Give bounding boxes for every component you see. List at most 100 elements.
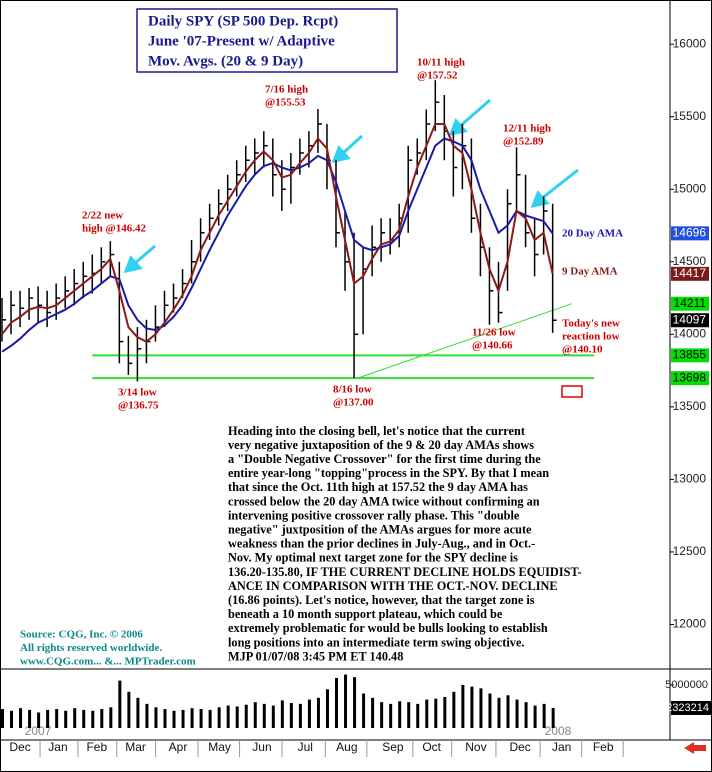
volume-bar — [136, 697, 140, 728]
annotation: @140.10 — [562, 344, 603, 356]
annotation: 8/16 low — [333, 384, 372, 396]
volume-bar — [91, 710, 95, 728]
commentary-line: weakness than the prior declines in July… — [228, 537, 535, 551]
year-label: 2007 — [25, 724, 52, 738]
x-tick-label: May — [208, 740, 231, 754]
commentary-line: 136.20-135.80, IF THE CURRENT DECLINE HO… — [228, 565, 582, 579]
volume-bar — [380, 702, 384, 728]
volume-bar — [190, 708, 194, 728]
price-marker-label: 14097 — [673, 312, 707, 326]
y-tick-label: 14000 — [673, 326, 707, 340]
trendline — [358, 303, 572, 379]
volume-bar — [37, 712, 41, 728]
annotation: 7/16 high — [265, 84, 308, 96]
x-tick-label: Dec — [9, 740, 30, 754]
annotation: reaction low — [562, 331, 620, 343]
volume-bar — [289, 703, 293, 728]
volume-bar — [55, 709, 59, 728]
volume-bar — [389, 703, 393, 728]
volume-marker-label: 2323214 — [666, 702, 709, 714]
volume-bar — [298, 703, 302, 728]
volume-bar — [262, 703, 266, 728]
annotation: @152.89 — [503, 136, 544, 148]
x-tick-label: Mar — [125, 740, 146, 754]
arrow-head — [331, 145, 351, 164]
volume-tick-label: 5000000 — [665, 679, 708, 691]
year-label: 2008 — [545, 724, 572, 738]
x-tick-label: Jan — [48, 740, 67, 754]
volume-bar — [253, 702, 257, 728]
volume-bar — [470, 686, 474, 728]
volume-bar — [154, 707, 158, 728]
commentary-line: beneath a 10 month support plateau, whic… — [228, 607, 503, 621]
y-tick-label: 12500 — [673, 544, 707, 558]
commentary-line: very negative juxtaposition of the 9 & 2… — [228, 438, 534, 452]
volume-bar — [181, 709, 185, 728]
volume-bar — [524, 702, 528, 728]
volume-bar — [398, 701, 402, 728]
price-marker — [671, 313, 709, 328]
volume-bar — [1, 709, 4, 728]
x-tick-label: Aug — [336, 740, 357, 754]
volume-bar — [145, 703, 149, 728]
chart-title: Daily SPY (SP 500 Dep. Rcpt) — [148, 13, 338, 29]
source-line: All rights reserved worldwide. — [20, 642, 162, 654]
x-tick-label: Apr — [169, 740, 188, 754]
arrow — [133, 244, 156, 266]
volume-bar — [551, 707, 555, 728]
arrow — [540, 168, 579, 201]
annotation: @157.52 — [417, 70, 458, 82]
volume-bar — [208, 709, 212, 728]
annotation: @137.00 — [333, 397, 374, 409]
annotation: @155.53 — [265, 97, 306, 109]
y-tick-label: 14500 — [673, 254, 707, 268]
volume-bar — [407, 702, 411, 728]
volume-bar — [497, 697, 501, 728]
x-tick-label: Jul — [298, 740, 313, 754]
annotation: 2/22 new — [82, 210, 123, 222]
volume-bar — [425, 699, 429, 728]
arrow-head — [123, 255, 143, 274]
price-marker-label: 14211 — [674, 296, 707, 310]
volume-bar — [163, 709, 167, 728]
volume-bar — [28, 709, 32, 728]
commentary-line: a "Double Negative Crossover" for the fi… — [228, 452, 541, 466]
commentary-line: long positions into an intermediate term… — [228, 635, 524, 649]
y-tick-label: 16000 — [673, 36, 707, 50]
volume-bar — [307, 699, 311, 728]
volume-bar — [434, 698, 438, 728]
price-marker — [671, 226, 709, 241]
volume-bar — [506, 695, 510, 728]
volume-bar — [515, 699, 519, 728]
volume-bar — [172, 710, 176, 728]
volume-bar — [452, 691, 456, 728]
volume-bar — [19, 708, 23, 728]
volume-bar — [335, 678, 338, 728]
price-marker — [671, 371, 709, 386]
chart-title: June '07-Present w/ Adaptive — [148, 33, 335, 49]
arrow — [340, 134, 364, 156]
price-marker — [671, 266, 709, 281]
annotation: @136.75 — [118, 400, 159, 412]
arrows — [123, 98, 579, 274]
target-box — [561, 385, 583, 398]
volume-bar — [109, 707, 113, 728]
x-tick-label: Feb — [86, 740, 107, 754]
commentary-line: extremely problematic for would be bulls… — [228, 621, 548, 635]
commentary-line: that since the Oct. 11th high at 157.52 … — [228, 480, 528, 494]
volume-bar — [461, 684, 465, 728]
y-tick-label: 15500 — [673, 109, 707, 123]
commentary-line: Nov. My optimal next target zone for the… — [228, 551, 518, 565]
y-tick-label: 13500 — [673, 399, 707, 413]
volume-bar — [362, 693, 366, 728]
commentary-line: (16.86 points). Let's notice, however, t… — [228, 593, 535, 607]
volume-bar — [235, 706, 239, 728]
scroll-arrow[interactable] — [684, 742, 706, 754]
ama-line — [1, 123, 554, 343]
volume-bar — [127, 691, 131, 728]
volume-bar — [118, 680, 122, 728]
commentary-line: negative" juxtposition of the AMAs argue… — [228, 523, 532, 537]
volume-bar — [217, 707, 221, 728]
title-box — [136, 8, 398, 73]
